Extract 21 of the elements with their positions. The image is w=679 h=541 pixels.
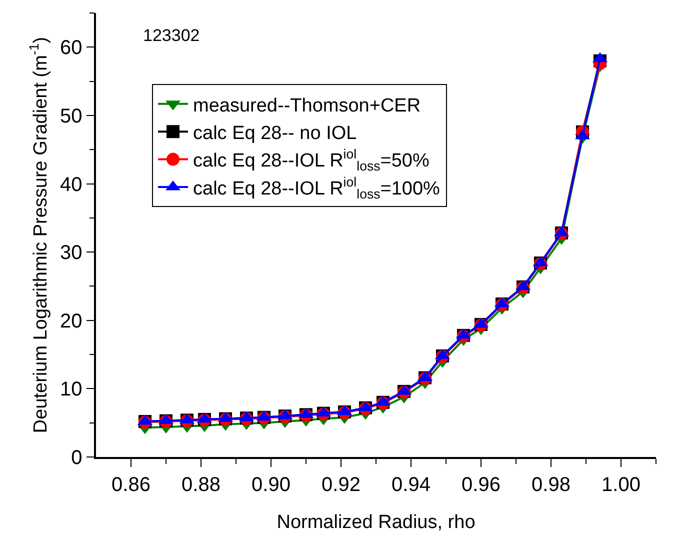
annotation: 123302: [143, 26, 200, 45]
x-axis-title: Normalized Radius, rho: [276, 512, 476, 534]
x-tick-label: 0.86: [112, 474, 150, 496]
x-tick-label: 0.92: [322, 474, 360, 496]
y-tick-label: 10: [60, 378, 82, 401]
x-tick-label: 0.88: [182, 474, 220, 496]
legend-label: calc Eq 28--IOL R$^{iol}$$_{loss}$=100%: [193, 174, 440, 202]
x-tick-label: 0.98: [532, 474, 570, 496]
x-tick-label: 0.94: [392, 474, 430, 496]
x-tick-label: 0.90: [252, 474, 290, 496]
y-tick-label: 0: [71, 447, 82, 469]
y-tick-label: 30: [60, 242, 82, 264]
legend-label: calc Eq 28-- no IOL: [193, 123, 357, 144]
y-tick-label: 20: [60, 310, 82, 332]
y-tick-label: 50: [60, 105, 82, 128]
x-tick-label: 1.00: [602, 474, 640, 496]
legend-label: calc Eq 28--IOL R$^{iol}$$_{loss}$=50%: [193, 146, 430, 174]
legend-label: measured--Thomson+CER: [193, 95, 421, 116]
y-tick-label: 40: [60, 174, 82, 196]
y-tick-label: 60: [60, 37, 82, 60]
x-tick-label: 0.96: [462, 474, 500, 496]
